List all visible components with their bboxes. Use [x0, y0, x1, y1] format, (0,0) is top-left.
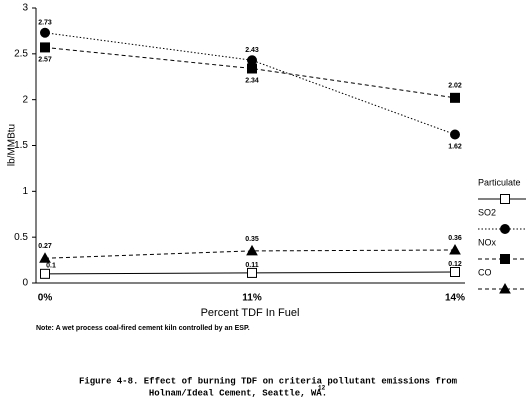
- y-tick-label: 2.5: [14, 48, 28, 59]
- legend-label: SO2: [478, 207, 496, 217]
- data-label: 2.43: [245, 47, 259, 54]
- marker: [450, 92, 460, 103]
- series-line: [44, 46, 456, 99]
- data-label: 0.12: [448, 261, 462, 268]
- y-tick-label: 0: [22, 278, 28, 289]
- legend-marker: [500, 254, 510, 264]
- marker: [40, 268, 50, 279]
- legend-label: CO: [478, 267, 492, 277]
- y-tick-label: 2: [22, 94, 28, 105]
- legend-marker: [500, 194, 510, 204]
- data-label: 2.02: [448, 83, 462, 90]
- data-label: 0.36: [448, 235, 462, 242]
- data-label: 0.27: [38, 243, 52, 250]
- x-tick-label: 11%: [242, 293, 262, 304]
- x-axis-title: Percent TDF In Fuel: [201, 307, 300, 319]
- data-label: 2.34: [245, 77, 259, 84]
- marker: [450, 267, 460, 277]
- marker: [247, 267, 257, 278]
- marker: [40, 42, 50, 53]
- y-tick-label: 0.5: [14, 232, 28, 243]
- caption-line: Holnam/Ideal Cement, Seattle, WA.: [149, 388, 327, 398]
- data-label: 0.11: [245, 262, 258, 269]
- y-tick-label: 1: [22, 186, 28, 197]
- marker: [39, 252, 51, 263]
- data-label: 0.35: [245, 236, 259, 243]
- marker: [40, 27, 50, 38]
- caption-superscript: 12: [318, 385, 326, 392]
- data-label: 1.62: [448, 143, 462, 150]
- legend-label: NOx: [478, 237, 497, 247]
- x-tick-label: 14%: [445, 293, 465, 304]
- data-label: 2.73: [38, 20, 52, 27]
- y-tick-label: 1.5: [14, 140, 28, 151]
- caption-line: Figure 4-8. Effect of burning TDF on cri…: [79, 376, 458, 386]
- legend-label: Particulate: [478, 177, 521, 187]
- marker: [246, 244, 258, 256]
- marker: [449, 243, 461, 255]
- data-label: 2.57: [38, 56, 52, 63]
- marker: [450, 129, 460, 140]
- y-axis-title: lb/MMBtu: [7, 124, 18, 166]
- marker: [247, 63, 257, 74]
- x-tick-label: 0%: [38, 293, 53, 304]
- data-label: 0.1: [46, 263, 56, 270]
- y-tick-label: 3: [22, 3, 28, 14]
- legend-marker: [499, 282, 511, 294]
- marker: [247, 55, 257, 66]
- legend-marker: [500, 224, 510, 234]
- note: Note: A wet process coal-fired cement ki…: [36, 325, 250, 332]
